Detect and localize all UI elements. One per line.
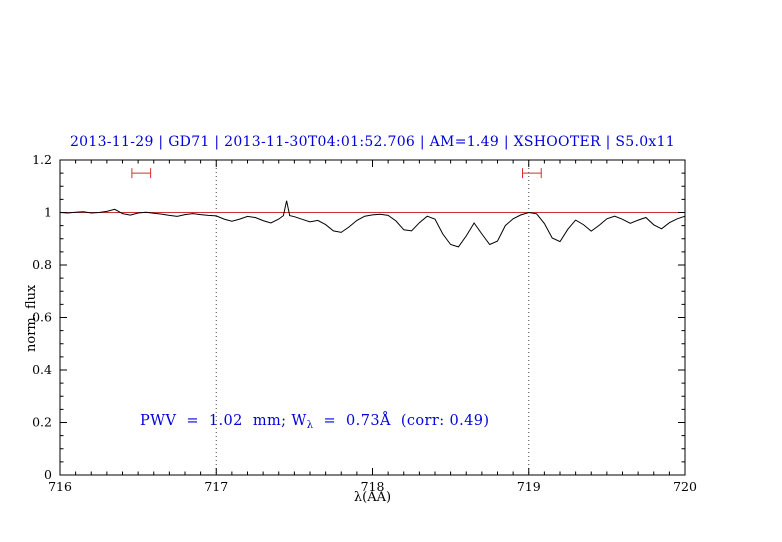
- y-tick-label: 0: [44, 467, 52, 482]
- x-tick-label: 720: [673, 479, 697, 494]
- x-tick-label: 719: [517, 479, 541, 494]
- y-tick-label: 0.6: [32, 310, 52, 325]
- plot-title: 2013-11-29 | GD71 | 2013-11-30T04:01:52.…: [69, 134, 676, 150]
- pwv-annotation-pre: PWV = 1.02 mm; W: [140, 413, 307, 429]
- pwv-annotation-sub: λ: [306, 420, 314, 431]
- x-tick-label: 717: [204, 479, 228, 494]
- spectrum-line: [59, 200, 686, 248]
- pwv-annotation-post: = 0.73Å (corr: 0.49): [313, 413, 490, 429]
- x-tick-label: 716: [48, 479, 72, 494]
- y-tick-label: 1: [44, 205, 52, 220]
- pwv-annotation: PWV = 1.02 mm; Wλ = 0.73Å (corr: 0.49): [140, 413, 489, 431]
- y-tick-label: 1.2: [32, 152, 52, 167]
- y-tick-label: 0.2: [32, 415, 52, 430]
- x-tick-label: 718: [361, 479, 385, 494]
- x-axis-label: λ(AA): [353, 490, 392, 505]
- y-tick-label: 0.8: [32, 257, 52, 272]
- y-axis-label: norm. flux: [24, 284, 39, 352]
- y-tick-label: 0.4: [32, 362, 52, 377]
